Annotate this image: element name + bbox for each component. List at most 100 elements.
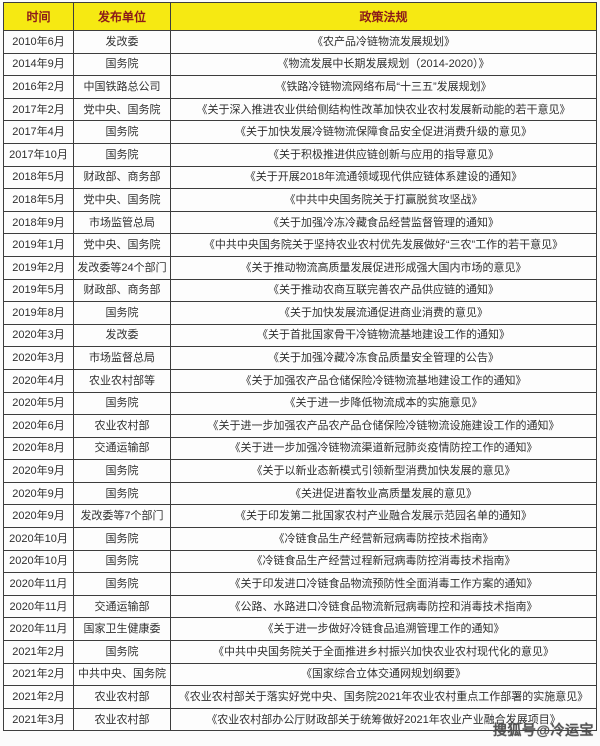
cell-date: 2018年5月 xyxy=(3,165,74,190)
cell-publishing-org: 党中央、国务院 xyxy=(73,97,171,122)
table-row: 2021年2月 国务院 《中共中央国务院关于全面推进乡村振兴加快农业农村现代化的意见… xyxy=(3,640,597,664)
cell-policy-title: 《关于推动物流高质量发展促进形成强大国内市场的意见》 xyxy=(170,255,597,280)
table-row: 2020年11月 国家卫生健康委 《关于进一步做好冷链食品追溯管理工作的通知》 xyxy=(3,617,597,642)
table-row: 2010年6月 发改委 《农产品冷链物流发展规划》 xyxy=(3,30,597,54)
cell-publishing-org: 国务院 xyxy=(73,549,171,574)
cell-date: 2017年4月 xyxy=(3,120,74,144)
cell-publishing-org: 国务院 xyxy=(73,572,171,596)
table-row: 2016年2月 中国铁路总公司 《铁路冷链物流网络布局“十三五”发展规划》 xyxy=(3,75,597,99)
cell-policy-title: 《关于加强农产品仓储保险冷链物流基地建设工作的通知》 xyxy=(170,368,597,393)
table-row: 2018年5月 党中央、国务院 《中共中央国务院关于打赢脱贫攻坚战》 xyxy=(3,188,597,212)
cell-policy-title: 《农业农村部办公厅财政部关于统筹做好2021年农业产业融合发展项目》 xyxy=(170,707,597,732)
cell-publishing-org: 交通运输部 xyxy=(73,594,171,619)
table-row: 2018年9月 市场监管总局 《关于加强冷冻冷藏食品经营监督管理的通知》 xyxy=(3,210,597,235)
table-row: 2017年2月 党中央、国务院 《关于深入推进农业供给侧结构性改革加快农业农村发展新… xyxy=(3,97,597,122)
cell-date: 2020年10月 xyxy=(3,549,74,574)
cell-policy-title: 《关于印发进口冷链食品物流预防性全面消毒工作方案的通知》 xyxy=(170,572,597,596)
cell-policy-title: 《农产品冷链物流发展规划》 xyxy=(170,30,597,54)
cell-date: 2016年2月 xyxy=(3,75,74,99)
cell-policy-title: 《关于推动农商互联完善农产品供应链的通知》 xyxy=(170,278,597,303)
cell-publishing-org: 国务院 xyxy=(73,459,171,483)
cell-publishing-org: 中共中央、国务院 xyxy=(73,662,171,687)
table-row: 2019年2月 发改委等24个部门 《关于推动物流高质量发展促进形成强大国内市场的意… xyxy=(3,255,597,280)
cell-policy-title: 《关于加快发展流通促进商业消费的意见》 xyxy=(170,301,597,325)
cell-policy-title: 《关于进一步加强农产品农产品仓储保险冷链物流设施建设工作的通知》 xyxy=(170,414,597,438)
table-row: 2020年4月 农业农村部等 《关于加强农产品仓储保险冷链物流基地建设工作的通知》 xyxy=(3,368,597,393)
cell-publishing-org: 交通运输部 xyxy=(73,436,171,461)
cell-publishing-org: 市场监管总局 xyxy=(73,210,171,235)
cell-publishing-org: 党中央、国务院 xyxy=(73,233,171,257)
cell-publishing-org: 市场监督总局 xyxy=(73,346,171,370)
cell-date: 2020年11月 xyxy=(3,572,74,596)
cell-publishing-org: 农业农村部 xyxy=(73,707,171,732)
table-row: 2017年10月 国务院 《关于积极推进供应链创新与应用的指导意见》 xyxy=(3,142,597,167)
table-row: 2020年6月 农业农村部 《关于进一步加强农产品农产品仓储保险冷链物流设施建设工作… xyxy=(3,414,597,438)
cell-publishing-org: 国务院 xyxy=(73,301,171,325)
table-row: 2020年3月 发改委 《关于首批国家骨干冷链物流基地建设工作的通知》 xyxy=(3,323,597,348)
table-row: 2020年11月 交通运输部 《公路、水路进口冷链食品物流新冠病毒防控和消毒技术指南… xyxy=(3,594,597,619)
cell-date: 2020年11月 xyxy=(3,594,74,619)
table-row: 2020年5月 国务院 《关于进一步降低物流成本的实施意见》 xyxy=(3,391,597,416)
cell-date: 2020年9月 xyxy=(3,504,74,529)
cell-publishing-org: 国务院 xyxy=(73,142,171,167)
cell-publishing-org: 国务院 xyxy=(73,481,171,506)
table-row: 2017年4月 国务院 《关于加快发展冷链物流保障食品安全促进消费升级的意见》 xyxy=(3,120,597,144)
table-row: 2020年9月 国务院 《关于以新业态新模式引领新型消费加快发展的意见》 xyxy=(3,459,597,483)
cell-policy-title: 《物流发展中长期发展规划（2014-2020）》 xyxy=(170,52,597,77)
cell-date: 2020年10月 xyxy=(3,527,74,551)
cell-policy-title: 《关于以新业态新模式引领新型消费加快发展的意见》 xyxy=(170,459,597,483)
cell-publishing-org: 农业农村部等 xyxy=(73,368,171,393)
table-row: 2021年3月 农业农村部 《农业农村部办公厅财政部关于统筹做好2021年农业产业融… xyxy=(3,707,597,732)
cell-date: 2021年2月 xyxy=(3,662,74,687)
table-row: 2020年8月 交通运输部 《关于进一步加强冷链物流渠道新冠肺炎疫情防控工作的通知》 xyxy=(3,436,597,461)
col-header-time: 时间 xyxy=(3,2,74,31)
cell-policy-title: 《关于进一步做好冷链食品追溯管理工作的通知》 xyxy=(170,617,597,642)
table-row: 2020年11月 国务院 《关于印发进口冷链食品物流预防性全面消毒工作方案的通知》 xyxy=(3,572,597,596)
col-header-policy: 政策法规 xyxy=(170,2,597,31)
cell-publishing-org: 财政部、商务部 xyxy=(73,165,171,190)
cell-policy-title: 《国家综合立体交通网规划纲要》 xyxy=(170,662,597,687)
table-row: 2019年1月 党中央、国务院 《中共中央国务院关于坚持农业农村优先发展做好“三农”… xyxy=(3,233,597,257)
cell-date: 2020年9月 xyxy=(3,481,74,506)
cell-policy-title: 《铁路冷链物流网络布局“十三五”发展规划》 xyxy=(170,75,597,99)
cell-date: 2020年6月 xyxy=(3,414,74,438)
cell-publishing-org: 发改委等24个部门 xyxy=(73,255,171,280)
cell-date: 2020年8月 xyxy=(3,436,74,461)
cell-policy-title: 《农业农村部关于落实好党中央、国务院2021年农业农村重点工作部署的实施意见》 xyxy=(170,685,597,709)
cell-date: 2019年2月 xyxy=(3,255,74,280)
cell-publishing-org: 中国铁路总公司 xyxy=(73,75,171,99)
cell-policy-title: 《关于积极推进供应链创新与应用的指导意见》 xyxy=(170,142,597,167)
cell-date: 2010年6月 xyxy=(3,30,74,54)
cell-date: 2019年8月 xyxy=(3,301,74,325)
col-header-org: 发布单位 xyxy=(73,2,171,31)
cell-date: 2021年3月 xyxy=(3,707,74,732)
cell-publishing-org: 发改委 xyxy=(73,323,171,348)
cell-date: 2014年9月 xyxy=(3,52,74,77)
table-row: 2021年2月 农业农村部 《农业农村部关于落实好党中央、国务院2021年农业农村重… xyxy=(3,685,597,709)
cell-date: 2018年9月 xyxy=(3,210,74,235)
policy-table: 时间 发布单位 政策法规 2010年6月 发改委 《农产品冷链物流发展规划》 2014… xyxy=(3,2,597,732)
cell-date: 2020年3月 xyxy=(3,346,74,370)
cell-date: 2018年5月 xyxy=(3,188,74,212)
table-row: 2019年8月 国务院 《关于加快发展流通促进商业消费的意见》 xyxy=(3,301,597,325)
cell-date: 2017年10月 xyxy=(3,142,74,167)
table-row: 2020年10月 国务院 《冷链食品生产经营新冠病毒防控技术指南》 xyxy=(3,527,597,551)
table-row: 2020年3月 市场监督总局 《关于加强冷藏冷冻食品质量安全管理的公告》 xyxy=(3,346,597,370)
cell-publishing-org: 国务院 xyxy=(73,527,171,551)
cell-publishing-org: 国务院 xyxy=(73,640,171,664)
cell-publishing-org: 国务院 xyxy=(73,52,171,77)
cell-policy-title: 《关于开展2018年流通领域现代供应链体系建设的通知》 xyxy=(170,165,597,190)
table-row: 2018年5月 财政部、商务部 《关于开展2018年流通领域现代供应链体系建设的通知… xyxy=(3,165,597,190)
cell-policy-title: 《关于加快发展冷链物流保障食品安全促进消费升级的意见》 xyxy=(170,120,597,144)
table-row: 2021年2月 中共中央、国务院 《国家综合立体交通网规划纲要》 xyxy=(3,662,597,687)
cell-date: 2020年9月 xyxy=(3,459,74,483)
cell-policy-title: 《关于加强冷藏冷冻食品质量安全管理的公告》 xyxy=(170,346,597,370)
header-row: 时间 发布单位 政策法规 xyxy=(3,2,597,31)
cell-publishing-org: 党中央、国务院 xyxy=(73,188,171,212)
table-row: 2019年5月 财政部、商务部 《关于推动农商互联完善农产品供应链的通知》 xyxy=(3,278,597,303)
cell-policy-title: 《冷链食品生产经营过程新冠病毒防控消毒技术指南》 xyxy=(170,549,597,574)
cell-publishing-org: 国务院 xyxy=(73,391,171,416)
cell-policy-title: 《关于印发第二批国家农村产业融合发展示范园名单的通知》 xyxy=(170,504,597,529)
cell-policy-title: 《公路、水路进口冷链食品物流新冠病毒防控和消毒技术指南》 xyxy=(170,594,597,619)
cell-date: 2020年3月 xyxy=(3,323,74,348)
